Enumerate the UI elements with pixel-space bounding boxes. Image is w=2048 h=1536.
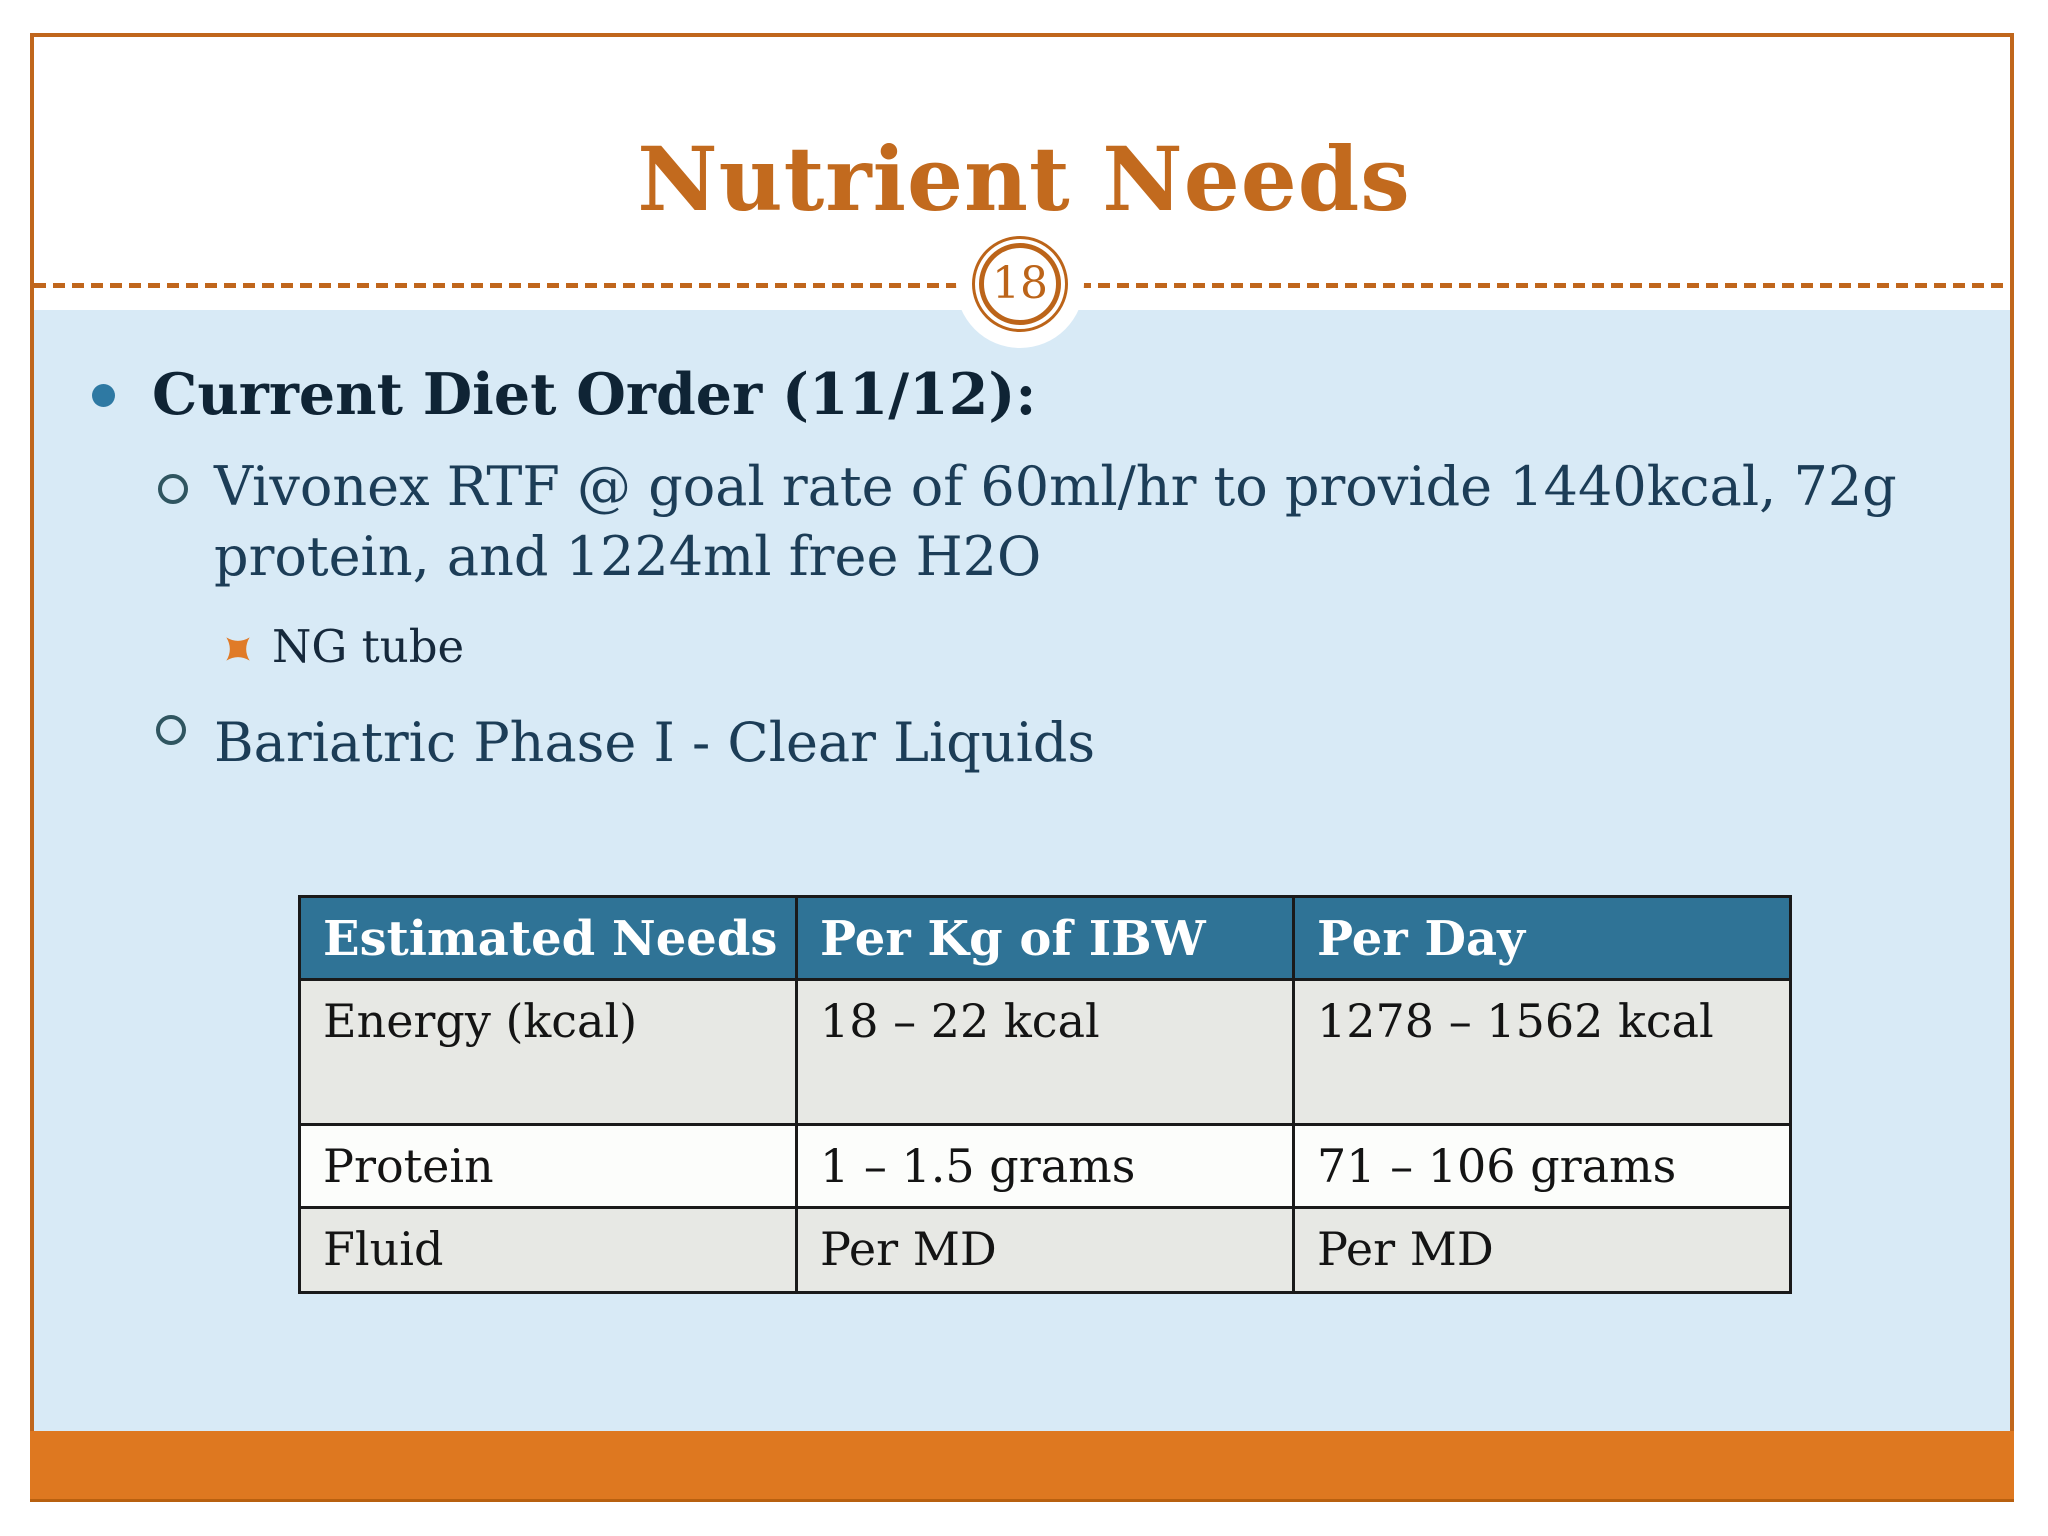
cell-protein-label: Protein (298, 1123, 798, 1209)
dot-bullet-icon (92, 384, 115, 407)
header-per-day: Per Day (1292, 895, 1792, 981)
table-header-row: Estimated Needs Per Kg of IBW Per Day (298, 895, 1792, 981)
cell-protein-per-day: 71 – 106 grams (1292, 1123, 1792, 1209)
table-row-fluid: Fluid Per MD Per MD (298, 1206, 1792, 1294)
header-per-kg-ibw: Per Kg of IBW (795, 895, 1295, 981)
page-number-badge: 18 (956, 220, 1084, 348)
diet-order-heading: Current Diet Order (11/12): (152, 361, 1037, 428)
estimated-needs-table: Estimated Needs Per Kg of IBW Per Day En… (298, 895, 1792, 1294)
badge-inner-ring: 18 (979, 243, 1061, 325)
circle-bullet-icon (156, 715, 186, 745)
feed-order-text: Vivonex RTF @ goal rate of 60ml/hr to pr… (214, 452, 2004, 592)
table-row-protein: Protein 1 – 1.5 grams 71 – 106 grams (298, 1123, 1792, 1209)
cell-energy-per-day: 1278 – 1562 kcal (1292, 978, 1792, 1126)
cell-fluid-label: Fluid (298, 1206, 798, 1294)
circle-bullet-icon (158, 474, 188, 504)
cell-fluid-per-day: Per MD (1292, 1206, 1792, 1294)
footer-bar (30, 1431, 2014, 1502)
star-bullet-icon (226, 637, 250, 661)
cell-energy-per-kg: 18 – 22 kcal (795, 978, 1295, 1126)
badge-outer-ring: 18 (972, 236, 1068, 332)
cell-energy-label: Energy (kcal) (298, 978, 798, 1126)
feed-order-line-2: protein, and 1224ml free H2O (214, 525, 1042, 589)
table-row-energy: Energy (kcal) 18 – 22 kcal 1278 – 1562 k… (298, 978, 1792, 1126)
cell-fluid-per-kg: Per MD (795, 1206, 1295, 1294)
cell-protein-per-kg: 1 – 1.5 grams (795, 1123, 1295, 1209)
bariatric-text: Bariatric Phase I - Clear Liquids (214, 711, 1096, 774)
ng-tube-text: NG tube (272, 620, 465, 673)
feed-order-line-1: Vivonex RTF @ goal rate of 60ml/hr to pr… (214, 455, 1897, 518)
header-estimated-needs: Estimated Needs (298, 895, 798, 981)
page-title: Nutrient Needs (637, 126, 1411, 231)
page-number: 18 (992, 258, 1048, 309)
